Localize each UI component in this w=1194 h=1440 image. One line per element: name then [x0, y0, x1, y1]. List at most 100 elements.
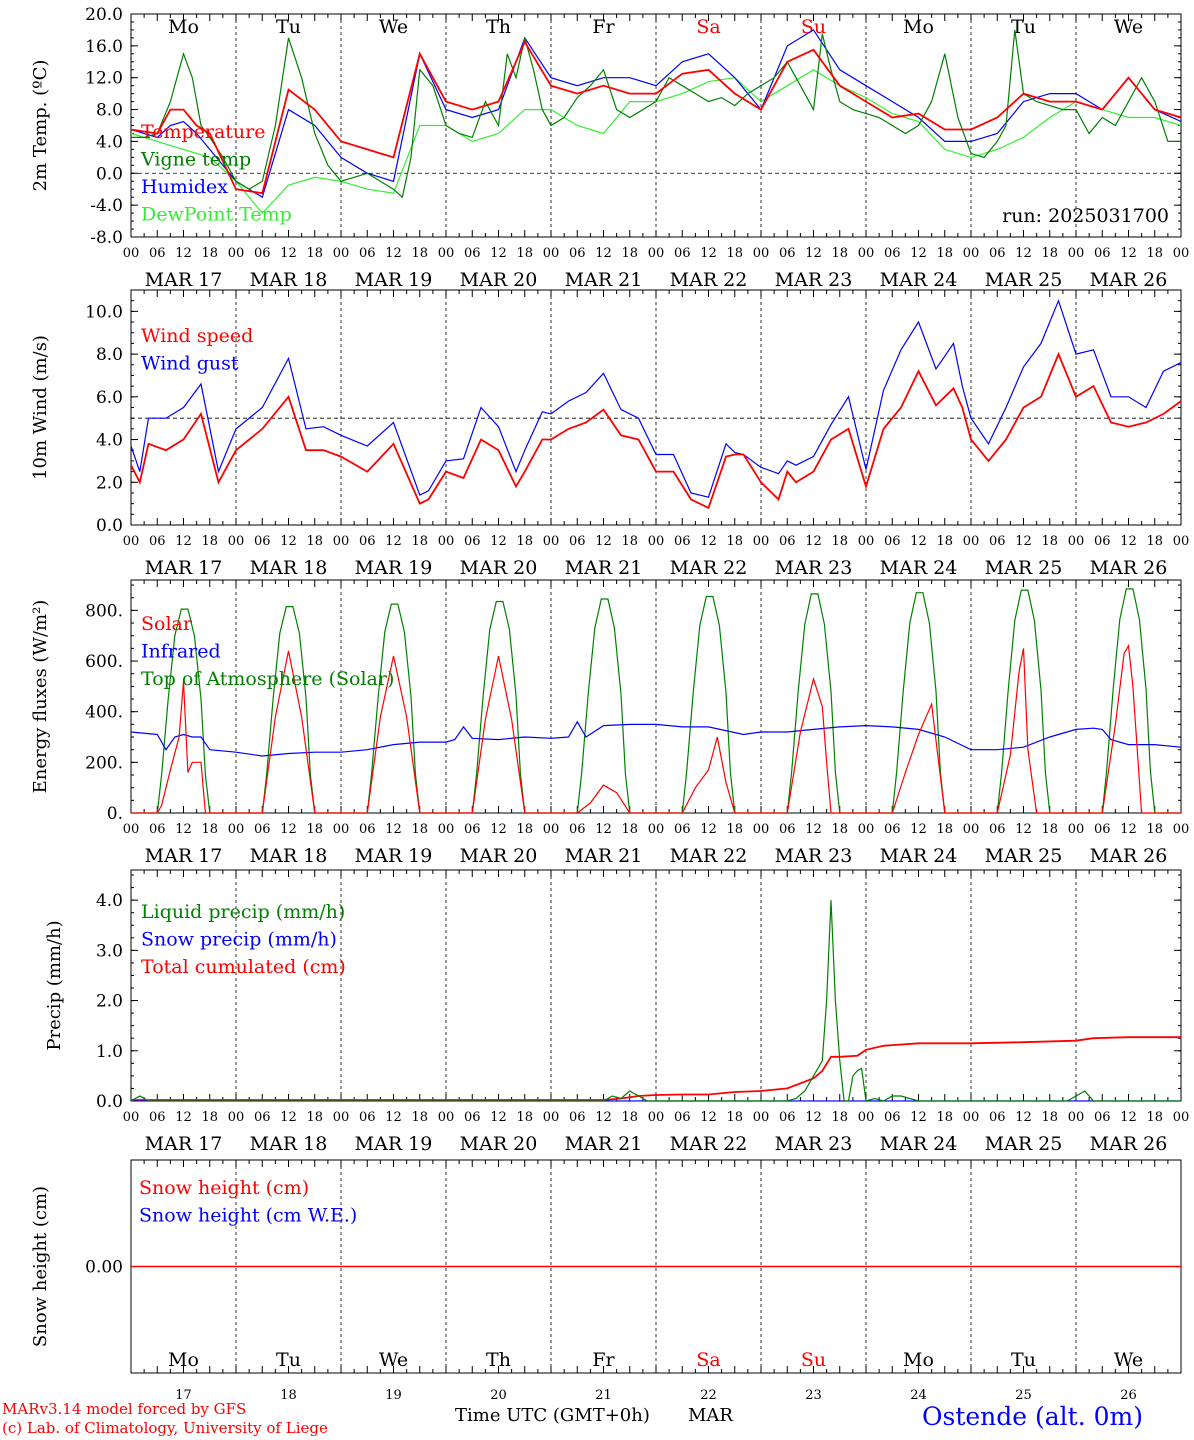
bottom-day-name: Tu	[276, 1349, 301, 1371]
panel-5-y-axis-title: Snow height (cm)	[30, 1186, 51, 1347]
panel-1-hour-label: 06	[674, 246, 691, 261]
panel-1-hour-label: 18	[621, 246, 638, 261]
panel-1-hour-label: 18	[201, 246, 218, 261]
panel-1-date-label: MAR 25	[985, 269, 1063, 291]
panel-4-date-label: MAR 26	[1090, 1133, 1168, 1155]
panel-2-hour-label: 00	[543, 534, 560, 549]
panel-1-hour-label: 00	[858, 246, 875, 261]
panel-2-hour-label: 18	[726, 534, 743, 549]
panel-4-date-label: MAR 25	[985, 1133, 1063, 1155]
panel-4-hour-label: 00	[438, 1110, 455, 1125]
bottom-day-name: Mo	[903, 1349, 934, 1371]
panel-4-hour-label: 18	[201, 1110, 218, 1125]
panel-2-hour-label: 18	[516, 534, 533, 549]
panel-2-hour-label: 18	[936, 534, 953, 549]
panel-3-hour-label: 18	[621, 822, 638, 837]
panel-4-hour-label: 06	[674, 1110, 691, 1125]
panel-3-series-solar	[131, 643, 1181, 813]
panel-4-date-label: MAR 24	[880, 1133, 958, 1155]
panel-3-y-tick-label: 0.	[107, 804, 123, 824]
panel-3-hour-label: 18	[1146, 822, 1163, 837]
bottom-day-number: 20	[490, 1388, 507, 1403]
panel-4-hour-label: 18	[831, 1110, 848, 1125]
panel-1-hour-label: 00	[333, 246, 350, 261]
panel-2-hour-label: 06	[464, 534, 481, 549]
panel-2-hour-label: 18	[201, 534, 218, 549]
month-label: MAR	[688, 1405, 733, 1426]
panel-3-hour-label: 00	[858, 822, 875, 837]
day-name-label: We	[379, 16, 408, 38]
bottom-day-name: Sa	[696, 1349, 720, 1371]
panel-2-date-label: MAR 21	[565, 557, 643, 579]
panel-3-y-tick-label: 200.	[85, 753, 123, 773]
panel-3-hour-label: 12	[490, 822, 507, 837]
panel-2-hour-label: 06	[359, 534, 376, 549]
panel-5-legend-entry: Snow height (cm W.E.)	[139, 1205, 357, 1227]
panel-4-hour-label: 00	[648, 1110, 665, 1125]
bottom-day-number: 24	[910, 1388, 927, 1403]
panel-3-hour-label: 12	[1120, 822, 1137, 837]
panel-1-hour-label: 00	[648, 246, 665, 261]
bottom-day-number: 25	[1015, 1388, 1032, 1403]
panel-2-legend-entry: Wind gust	[141, 353, 239, 375]
panel-3-hour-label: 18	[201, 822, 218, 837]
panel-4-hour-label: 18	[936, 1110, 953, 1125]
panel-2-hour-label: 18	[831, 534, 848, 549]
panel-4-y-tick-label: 4.0	[96, 891, 123, 911]
panel-4-hour-label: 18	[516, 1110, 533, 1125]
panel-2-y-tick-label: 0.0	[96, 516, 123, 536]
panel-3-date-label: MAR 26	[1090, 845, 1168, 867]
panel-3-hour-label: 06	[464, 822, 481, 837]
panel-1-date-label: MAR 19	[355, 269, 433, 291]
panel-2-date-label: MAR 24	[880, 557, 958, 579]
model-credit: MARv3.14 model forced by GFS	[2, 1400, 247, 1418]
panel-4-date-label: MAR 23	[775, 1133, 853, 1155]
panel-1-hour-label: 00	[438, 246, 455, 261]
panel-4-series-liquid-precip-mm-h	[131, 900, 1181, 1101]
panel-4-date-label: MAR 21	[565, 1133, 643, 1155]
panel-3-hour-label: 06	[674, 822, 691, 837]
panel-1-hour-label: 06	[149, 246, 166, 261]
panel-2-date-label: MAR 19	[355, 557, 433, 579]
panel-1-hour-label: 18	[411, 246, 428, 261]
panel-3-series-infrared	[131, 720, 1181, 757]
panel-3-hour-label: 12	[175, 822, 192, 837]
panel-4-legend-entry: Total cumulated (cm)	[141, 956, 346, 978]
panel-2-hour-label: 18	[411, 534, 428, 549]
day-name-label: Th	[486, 16, 511, 38]
bottom-day-number: 19	[385, 1388, 402, 1403]
panel-2-hour-label: 00	[753, 534, 770, 549]
panel-1-date-label: MAR 20	[460, 269, 538, 291]
panel-4-date-label: MAR 22	[670, 1133, 748, 1155]
panel-2-hour-label: 12	[385, 534, 402, 549]
panel-4-hour-label: 18	[411, 1110, 428, 1125]
panel-1-legend-entry: DewPoint Temp	[141, 204, 292, 226]
panel-3-hour-label: 00	[963, 822, 980, 837]
panel-2-hour-label: 12	[595, 534, 612, 549]
panel-4-hour-label: 06	[989, 1110, 1006, 1125]
panel-1-hour-label: 06	[1094, 246, 1111, 261]
panel-1-hour-label: 12	[805, 246, 822, 261]
panel-4-y-tick-label: 1.0	[96, 1042, 123, 1062]
panel-2-hour-label: 12	[910, 534, 927, 549]
panel-3-hour-label: 00	[1173, 822, 1190, 837]
panel-3-hour-label: 12	[595, 822, 612, 837]
panel-1-legend-entry: Humidex	[141, 176, 228, 198]
panel-4-legend-entry: Liquid precip (mm/h)	[141, 901, 345, 923]
panel-3-hour-label: 06	[254, 822, 271, 837]
panel-1-date-label: MAR 26	[1090, 269, 1168, 291]
panel-4-hour-label: 18	[621, 1110, 638, 1125]
panel-1-y-tick-label: 16.0	[85, 37, 123, 57]
panel-4-date-label: MAR 19	[355, 1133, 433, 1155]
panel-2-hour-label: 00	[333, 534, 350, 549]
panel-4-hour-label: 06	[359, 1110, 376, 1125]
panel-4-date-label: MAR 18	[250, 1133, 328, 1155]
panel-2-hour-label: 00	[963, 534, 980, 549]
panel-1-hour-label: 06	[989, 246, 1006, 261]
panel-3-legend-entry: Top of Atmosphere (Solar)	[141, 668, 394, 690]
panel-4-hour-label: 18	[306, 1110, 323, 1125]
panel-3-date-label: MAR 22	[670, 845, 748, 867]
panel-3-hour-label: 18	[411, 822, 428, 837]
panel-1-date-label: MAR 24	[880, 269, 958, 291]
panel-3-y-tick-label: 600.	[85, 652, 123, 672]
